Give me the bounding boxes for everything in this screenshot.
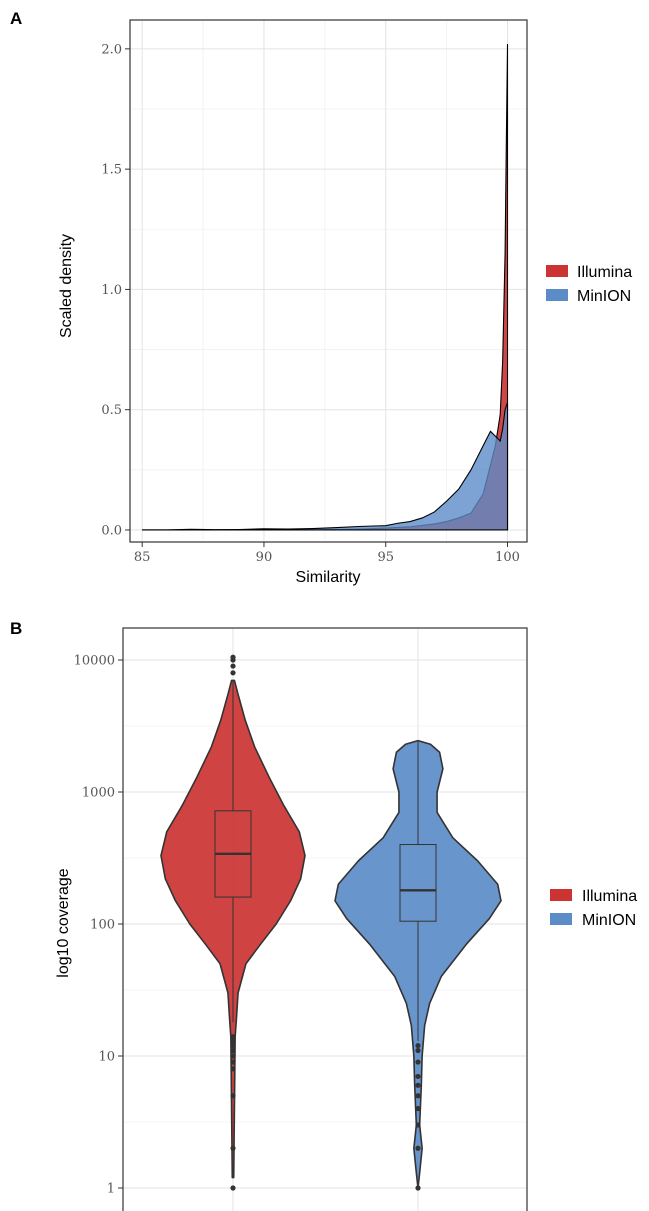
outlier-point [415, 1145, 421, 1151]
outlier-point [415, 1047, 421, 1054]
outlier-point [415, 1185, 421, 1191]
outlier-point [230, 1038, 236, 1044]
y-tick-label: 10000 [74, 654, 115, 669]
outlier-point [415, 1105, 421, 1112]
outlier-point [230, 1185, 236, 1191]
panel-b-y-title: log10 coverage [55, 868, 72, 978]
panel-b-frame [122, 627, 528, 1211]
outlier-point [230, 1093, 236, 1099]
panel-a-frame [129, 19, 528, 543]
panel-b-ticks: 1 10 100 1000 10000 [74, 654, 123, 1197]
outlier-point [230, 1042, 236, 1049]
panel-a-letter: A [10, 9, 22, 28]
outlier-point [230, 670, 236, 676]
outlier-point [230, 1059, 236, 1065]
y-tick-label: 100 [90, 918, 115, 933]
panel-a-x-title: Similarity [296, 569, 361, 586]
outlier-point [415, 1082, 421, 1088]
outlier-point [415, 1042, 421, 1049]
y-tick-label: 10 [98, 1050, 115, 1065]
outlier-point [230, 1066, 236, 1072]
legend-swatch-illumina [550, 889, 572, 901]
outlier-point [230, 1145, 236, 1151]
y-tick-label: 2.0 [101, 42, 122, 57]
outlier-point [230, 1053, 236, 1059]
legend-swatch-minion [546, 289, 568, 301]
outlier-point [230, 663, 236, 669]
legend-label-minion: MinION [577, 288, 631, 305]
outlier-point [415, 1059, 421, 1065]
outlier-point [415, 1122, 421, 1128]
legend-label-minion: MinION [582, 912, 636, 929]
outlier-point [415, 1073, 421, 1080]
density-area-minion [142, 402, 509, 531]
panel-a-grid [130, 20, 527, 542]
x-tick-label: 100 [495, 550, 520, 565]
y-tick-label: 0.0 [101, 523, 122, 538]
x-tick-label: 85 [134, 550, 151, 565]
y-tick-label: 1 [107, 1182, 115, 1197]
legend-label-illumina: Illumina [577, 264, 632, 281]
panel-a: A 85 90 95 100 0.0 0.5 1.0 1.5 2.0 Similarity Sc… [10, 9, 632, 586]
y-tick-label: 1.5 [101, 163, 122, 178]
panel-b: B 1 10 100 1000 10000 log10 coverage Illumin… [10, 619, 637, 1211]
panel-a-areas [142, 44, 509, 531]
panel-b-letter: B [10, 619, 22, 638]
y-tick-label: 0.5 [101, 403, 122, 418]
legend-swatch-illumina [546, 265, 568, 277]
y-tick-label: 1000 [82, 786, 115, 801]
y-tick-label: 1.0 [101, 283, 122, 298]
outlier-point [415, 1093, 421, 1099]
outlier-point [230, 1047, 236, 1054]
x-tick-label: 95 [377, 550, 394, 565]
legend-swatch-minion [550, 913, 572, 925]
x-tick-label: 90 [256, 550, 273, 565]
panel-b-violins [160, 654, 502, 1191]
boxplot-box-minion [399, 844, 437, 922]
panel-a-ticks: 85 90 95 100 0.0 0.5 1.0 1.5 2.0 [101, 42, 520, 565]
outlier-point [230, 1034, 236, 1040]
legend-label-illumina: Illumina [582, 888, 637, 905]
panel-a-y-title: Scaled density [58, 234, 75, 338]
panel-b-legend: Illumina MinION [550, 888, 637, 929]
panel-a-legend: Illumina MinION [546, 264, 632, 305]
outlier-point [230, 654, 236, 660]
